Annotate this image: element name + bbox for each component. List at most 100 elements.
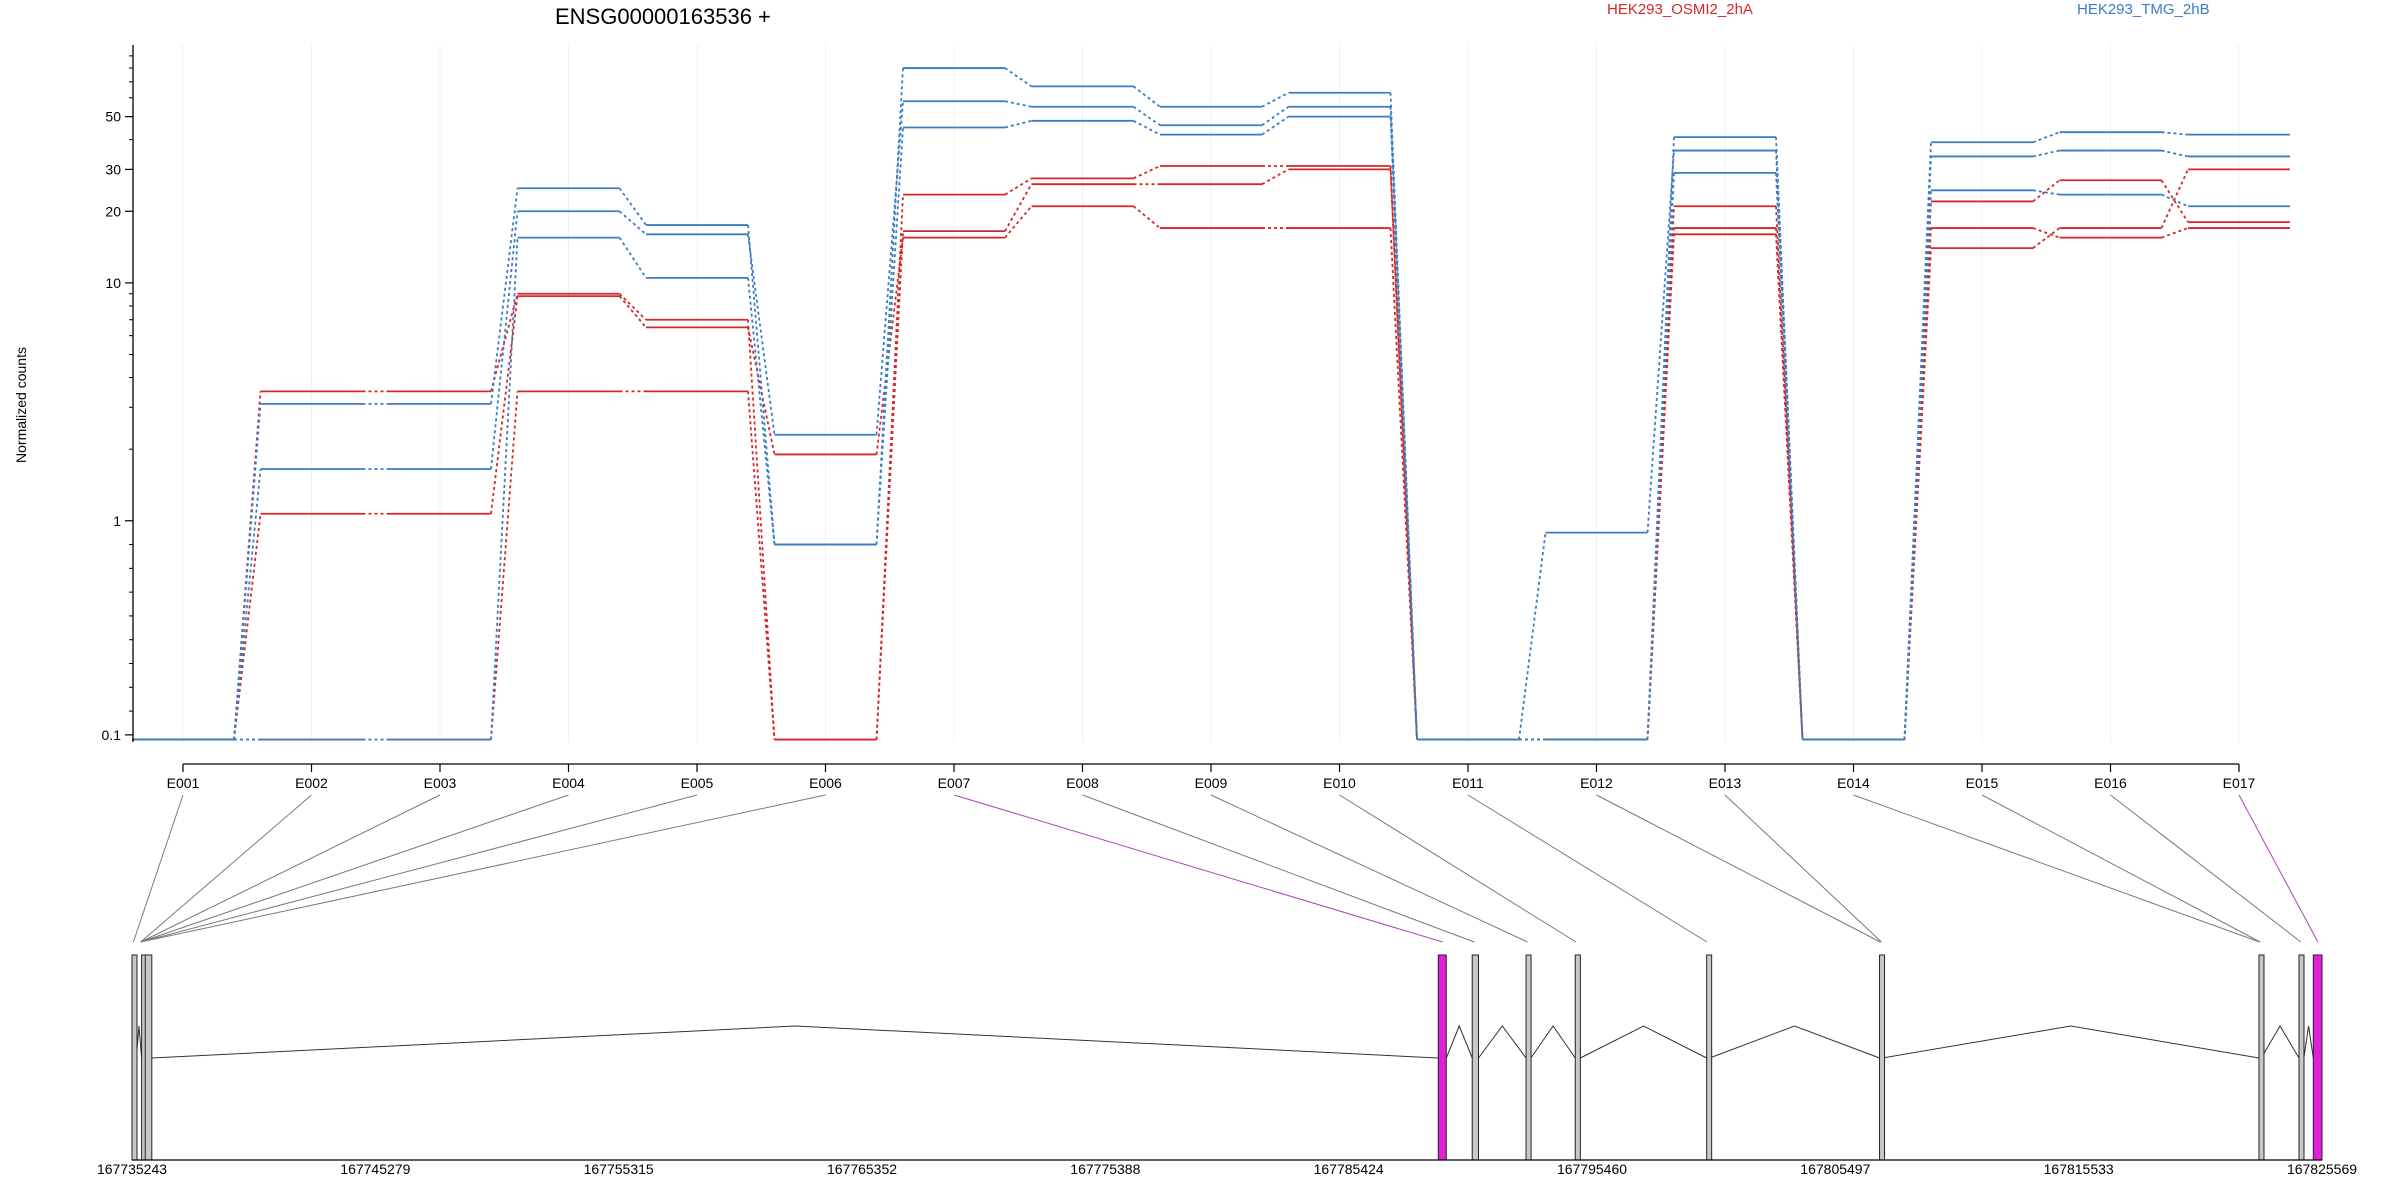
link-e005 [140, 794, 698, 943]
connector [1133, 120, 1161, 136]
connector [1903, 228, 1932, 740]
legend-osmi2: HEK293_OSMI2_2hA [1607, 1, 1753, 18]
connector [747, 327, 776, 455]
x-tick-label-e015: E015 [1966, 775, 1999, 791]
coordinate-label: 167735243 [97, 1161, 167, 1177]
connector [747, 277, 776, 545]
chart-title: ENSG00000163536 + [555, 4, 771, 29]
connector [618, 293, 647, 321]
exon-1 [131, 954, 138, 1161]
coordinate-label: 167765352 [827, 1161, 897, 1177]
connector [1004, 177, 1032, 196]
exon-7 [1574, 954, 1581, 1161]
connector [618, 237, 647, 279]
x-tick-label-e005: E005 [681, 775, 714, 791]
x-tick-label-e002: E002 [295, 775, 328, 791]
connector [1004, 205, 1033, 239]
connector [1133, 165, 1161, 180]
connector [2032, 131, 2060, 144]
exon-11 [2298, 954, 2305, 1161]
y-tick-label: 50 [105, 109, 121, 125]
intron [1709, 1025, 1880, 1059]
connector [1132, 106, 1161, 126]
connector [1261, 115, 1290, 136]
connector [1261, 106, 1290, 126]
connector [233, 513, 262, 740]
x-tick-label-e010: E010 [1323, 775, 1356, 791]
connector [490, 211, 519, 470]
connector [2161, 227, 2189, 239]
connector [618, 187, 647, 226]
x-tick-label-e003: E003 [424, 775, 457, 791]
link-e012 [1596, 794, 1881, 943]
coordinate-label: 167815533 [2044, 1161, 2114, 1177]
x-tick-label-e004: E004 [552, 775, 585, 791]
coordinate-label: 167825569 [2287, 1161, 2357, 1177]
x-tick-label-e013: E013 [1709, 775, 1742, 791]
connector [1646, 150, 1675, 533]
link-e006 [140, 794, 826, 943]
y-tick-label: 0.1 [102, 727, 122, 743]
link-e009 [1210, 794, 1528, 943]
y-tick-label: 1 [113, 513, 121, 529]
link-e015 [1981, 794, 2261, 943]
exon-4 [1437, 954, 1447, 1161]
connector [2032, 149, 2060, 158]
exon-10 [2258, 954, 2265, 1161]
connector [875, 194, 904, 740]
connector [618, 295, 647, 328]
connector [1646, 206, 1675, 740]
y-tick-label: 30 [105, 161, 121, 177]
intron [1445, 1024, 1473, 1059]
connector [2032, 227, 2061, 249]
link-e011 [1467, 794, 1708, 943]
connector [2161, 131, 2189, 136]
connector [2161, 193, 2189, 208]
connector [1518, 532, 1547, 740]
vertical-gridlines [182, 45, 2240, 742]
connector [875, 127, 904, 545]
link-e013 [1724, 794, 1882, 943]
exon-link-lines [132, 794, 2319, 943]
coordinate-label: 167775388 [1070, 1161, 1140, 1177]
connector [747, 224, 776, 545]
x-tick-label-e016: E016 [2094, 775, 2127, 791]
exon-9 [1879, 954, 1886, 1161]
intron [1580, 1025, 1707, 1059]
exon-3 [144, 954, 153, 1161]
exon-8 [1706, 954, 1713, 1161]
intron [151, 1025, 1439, 1059]
connector [1903, 190, 1932, 740]
connector [747, 391, 776, 740]
connector [1775, 172, 1804, 740]
link-e016 [2110, 794, 2302, 943]
x-tick-label-e001: E001 [167, 775, 200, 791]
connector [1261, 168, 1289, 185]
y-tick-label: 10 [105, 275, 121, 291]
link-e017 [2238, 794, 2319, 943]
connector [875, 101, 904, 435]
connector [1903, 156, 1932, 740]
connector [1132, 85, 1161, 108]
connector [1004, 100, 1032, 108]
connector [2032, 189, 2060, 196]
intron [1530, 1025, 1576, 1059]
coordinate-label: 167795460 [1557, 1161, 1627, 1177]
connector [618, 210, 647, 236]
x-tick-label-e012: E012 [1580, 775, 1613, 791]
intron [1882, 1025, 2260, 1059]
x-tick-label-e007: E007 [938, 775, 971, 791]
connector [2161, 149, 2189, 158]
x-tick-label-e006: E006 [809, 775, 842, 791]
connector [747, 234, 776, 435]
connector [2160, 169, 2189, 229]
series-6-hek293_tmg_2hb [132, 115, 2290, 741]
link-e008 [1082, 794, 1475, 943]
intron [1478, 1025, 1527, 1059]
connector [1389, 116, 1418, 740]
x-tick-label-e009: E009 [1195, 775, 1228, 791]
x-tick-label-e011: E011 [1452, 775, 1484, 791]
connector [1004, 67, 1033, 88]
exon-6 [1525, 954, 1532, 1161]
